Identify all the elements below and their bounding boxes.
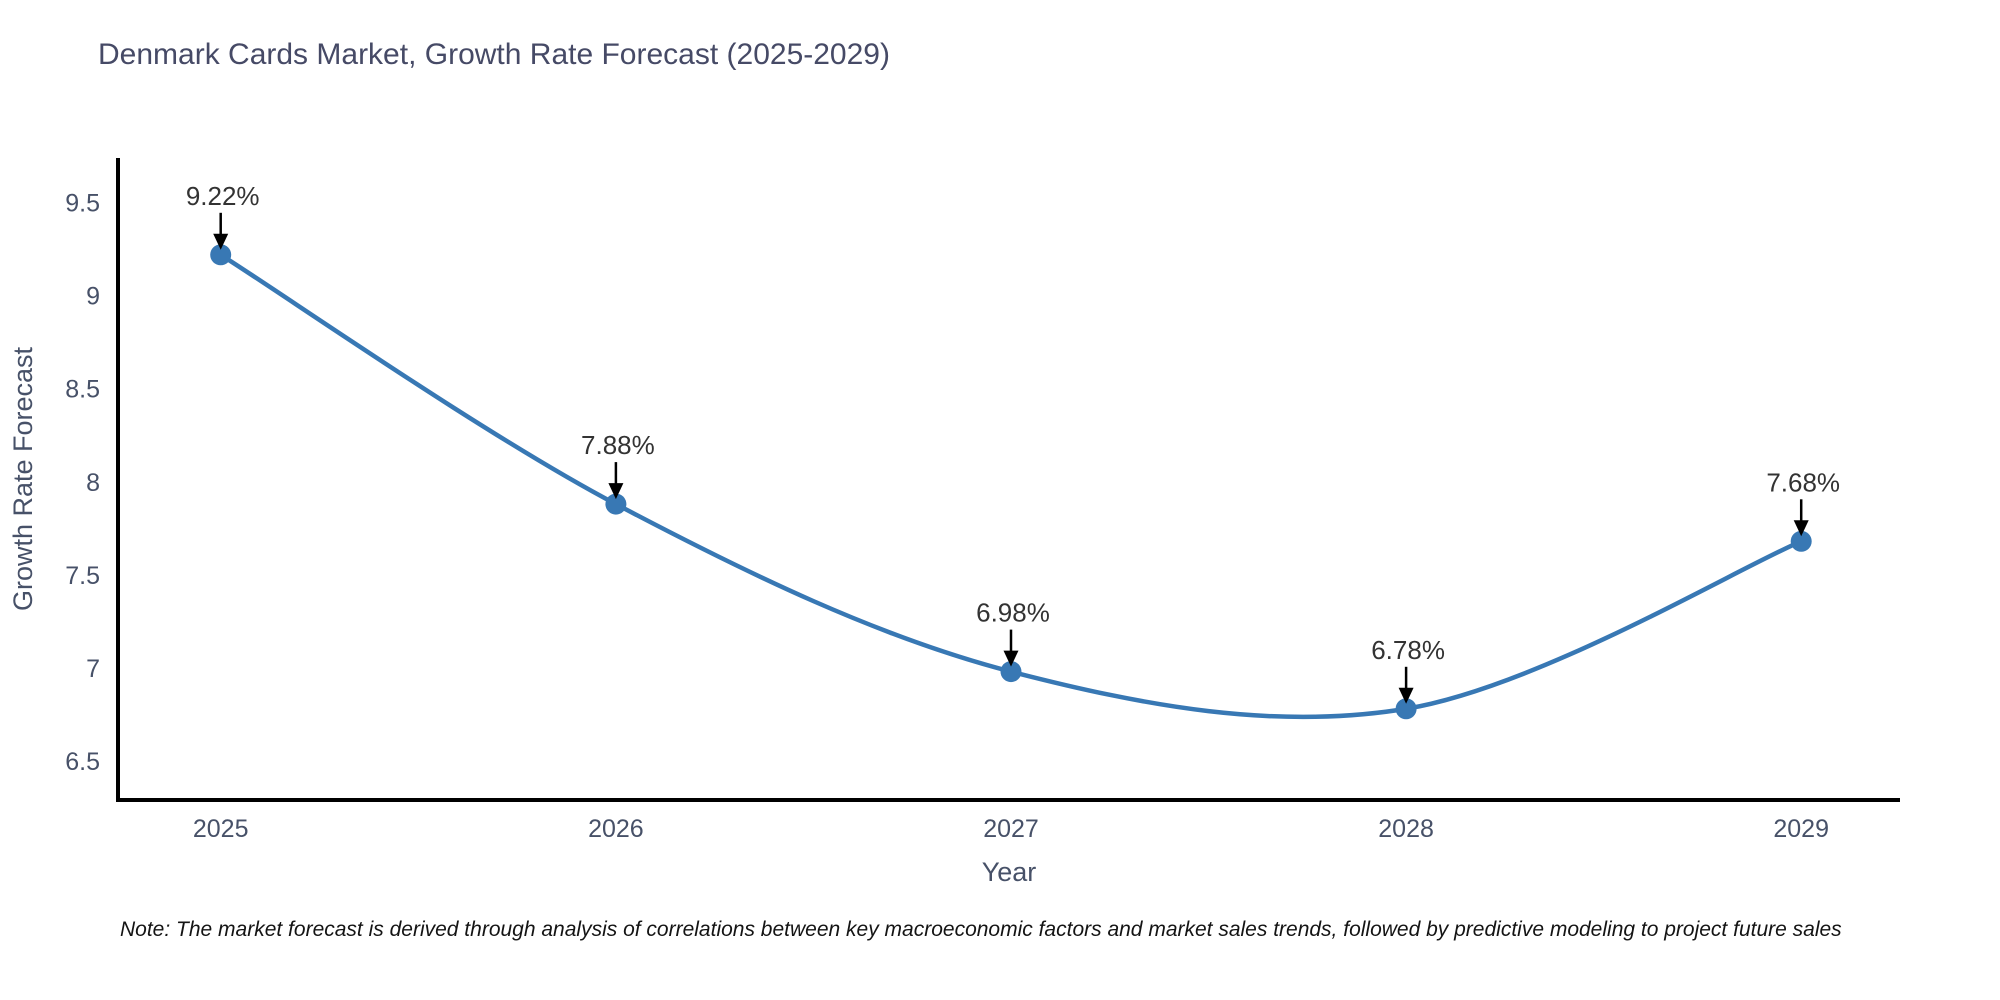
annotation-arrowhead-icon bbox=[1793, 520, 1809, 537]
data-point-label: 9.22% bbox=[186, 181, 260, 211]
x-axis-tick-label: 2027 bbox=[983, 815, 1039, 843]
y-axis-tick-label: 8 bbox=[86, 469, 100, 497]
x-axis-tick-label: 2029 bbox=[1773, 815, 1829, 843]
x-axis-title: Year bbox=[982, 857, 1037, 887]
y-axis-tick-label: 8.5 bbox=[65, 376, 100, 404]
data-point-label: 7.68% bbox=[1766, 467, 1840, 497]
data-point-label: 7.88% bbox=[581, 430, 655, 460]
x-axis-tick-label: 2028 bbox=[1378, 815, 1434, 843]
annotation-arrowhead-icon bbox=[608, 483, 624, 500]
y-axis-title: Growth Rate Forecast bbox=[8, 346, 38, 611]
chart-title: Denmark Cards Market, Growth Rate Foreca… bbox=[98, 38, 890, 71]
annotation-arrowhead-icon bbox=[1398, 687, 1414, 704]
data-point-label: 6.98% bbox=[976, 598, 1050, 628]
annotation-arrowhead-icon bbox=[1003, 650, 1019, 667]
data-point-marker-2026 bbox=[605, 493, 627, 515]
x-axis-tick-label: 2025 bbox=[193, 815, 249, 843]
y-axis-tick-label: 9 bbox=[86, 283, 100, 311]
y-axis-tick-label: 9.5 bbox=[65, 190, 100, 218]
annotation-arrowhead-icon bbox=[213, 233, 229, 250]
footnote: Note: The market forecast is derived thr… bbox=[120, 918, 1842, 941]
data-point-marker-2028 bbox=[1395, 698, 1417, 720]
y-axis-tick-label: 7.5 bbox=[65, 562, 100, 590]
data-point-label: 6.78% bbox=[1371, 635, 1445, 665]
x-axis-tick-label: 2026 bbox=[588, 815, 644, 843]
data-point-marker-2029 bbox=[1790, 530, 1812, 552]
data-point-marker-2027 bbox=[1000, 661, 1022, 683]
data-point-marker-2025 bbox=[210, 244, 232, 266]
y-axis-tick-label: 7 bbox=[86, 655, 100, 683]
y-axis-tick-label: 6.5 bbox=[65, 748, 100, 776]
